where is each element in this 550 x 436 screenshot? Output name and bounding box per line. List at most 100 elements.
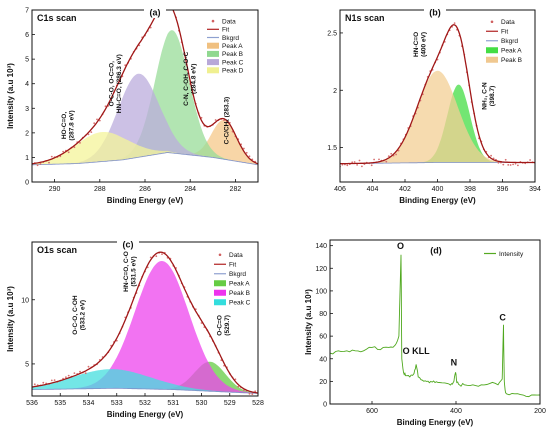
peak-annotation: HN-C=O (400 eV): [413, 32, 428, 57]
data-point: [356, 164, 358, 166]
peak-fill-peak-d: [32, 132, 258, 165]
data-point: [104, 105, 107, 108]
peak-annotation: HN-C=O, C-O (531.5 eV): [123, 251, 138, 292]
data-point: [96, 118, 98, 121]
legend-symbol: [486, 47, 498, 54]
peak-annotation-line2: (529.7): [224, 315, 231, 336]
chart-panel-3: 536 535 534 533 532 531 530 529 528 5 10 Binding En…: [6, 238, 264, 419]
data-point: [251, 393, 254, 395]
peak-annotation-line1: C-N, C-OH, C-O-C: [183, 51, 190, 105]
x-tick-label: 200: [534, 408, 546, 415]
plot-frame: [329, 239, 541, 405]
peak-annotation-line2: (533.2 eV): [80, 300, 87, 330]
peak-annotation-line2: HN-C=O, (286.3 eV): [116, 54, 123, 113]
x-tick-label: 396: [497, 186, 509, 193]
legend-label: Peak A: [222, 43, 243, 50]
legend-symbol: [218, 253, 222, 257]
y-tick-label: 3: [25, 106, 29, 113]
data-point: [353, 161, 356, 163]
data-point: [351, 161, 354, 164]
y-tick-label: 4: [25, 81, 29, 88]
legend-label: Data: [222, 18, 236, 25]
x-tick-label: 288: [94, 186, 106, 193]
legend-label: Intensity: [499, 251, 524, 258]
legend-symbol: [214, 280, 226, 287]
background-line: [32, 387, 258, 394]
y-tick-label: 120: [315, 266, 327, 273]
chart-title: N1s scan: [345, 13, 385, 23]
data-point: [36, 164, 39, 167]
data-point: [373, 158, 375, 161]
data-point: [124, 64, 127, 67]
data-point: [245, 151, 248, 154]
fit-line: [340, 24, 535, 165]
data-point: [378, 158, 380, 161]
legend-label: Bkgrd: [501, 38, 518, 45]
data-point: [67, 374, 70, 377]
data-point: [79, 142, 81, 144]
peak-annotation: O-C=O (529.7): [216, 315, 231, 336]
y-tick-label: 1.5: [327, 145, 337, 152]
data-point: [50, 155, 53, 158]
x-tick-label: 531: [167, 400, 179, 407]
peak-fill-peak-b: [32, 30, 258, 165]
y-axis-label: Intensity (a.u 10³): [304, 289, 313, 355]
legend-symbol: [211, 19, 215, 23]
chart-panel-1: 290 288 286 284 282 0 1 2 3 4 5 6 7 Binding Energy (e…: [6, 4, 259, 205]
legend-label: Peak B: [229, 290, 250, 297]
data-point: [164, 4, 166, 6]
y-tick-label: 2.5: [327, 30, 337, 37]
data-point: [79, 370, 81, 373]
x-tick-label: 400: [432, 186, 444, 193]
y-tick-label: 40: [319, 356, 327, 363]
peak-annotation-line2: (400 eV): [421, 32, 428, 57]
data-point: [93, 122, 96, 125]
legend-symbol: [486, 56, 498, 63]
data-point: [490, 154, 492, 157]
data-point: [387, 155, 390, 158]
panel-label-bg: [117, 238, 139, 250]
data-point: [361, 165, 363, 168]
legend-label: Peak C: [229, 300, 251, 307]
y-tick-label: 0: [25, 180, 29, 187]
peak-annotation-line2: (287.8 eV): [68, 110, 75, 140]
data-point: [33, 383, 36, 386]
peak-fill-peak-b: [340, 70, 535, 164]
y-tick-label: 1: [25, 155, 29, 162]
panel-label: (a): [150, 8, 161, 18]
x-tick-label: 404: [367, 186, 379, 193]
x-tick-label: 284: [184, 186, 196, 193]
title-bg: [341, 12, 381, 24]
peak-annotation: O KLL: [403, 346, 430, 356]
y-tick-label: 80: [319, 311, 327, 318]
data-point: [67, 151, 70, 154]
data-point: [48, 161, 50, 164]
legend-label: Bkgrd: [229, 271, 246, 278]
x-tick-label: 530: [196, 400, 208, 407]
panel-label-bg: [424, 6, 446, 18]
data-point: [248, 155, 251, 158]
x-tick-label: 600: [366, 408, 378, 415]
data-point: [170, 5, 172, 7]
y-tick-label: 5: [25, 361, 29, 368]
x-tick-label: 290: [49, 186, 61, 193]
plot-area: [32, 4, 258, 167]
legend-label: Peak C: [222, 59, 244, 66]
legend-label: Peak B: [222, 51, 243, 58]
legend-label: Peak B: [501, 57, 522, 64]
x-axis-label: Binding Energy (eV): [107, 196, 184, 205]
peak-fill-peak-c: [32, 369, 258, 394]
data-point: [517, 164, 519, 167]
x-tick-label: 534: [83, 400, 95, 407]
data-point: [358, 159, 361, 162]
data-point: [90, 131, 93, 134]
panel-label-bg: [425, 244, 447, 256]
peak-fill-peak-c: [32, 73, 258, 165]
x-tick-label: 533: [111, 400, 123, 407]
legend-symbol: [207, 67, 219, 74]
x-tick-label: 402: [399, 186, 411, 193]
x-tick-label: 529: [224, 400, 236, 407]
legend-label: Fit: [501, 29, 508, 36]
legend-box: [482, 246, 538, 259]
